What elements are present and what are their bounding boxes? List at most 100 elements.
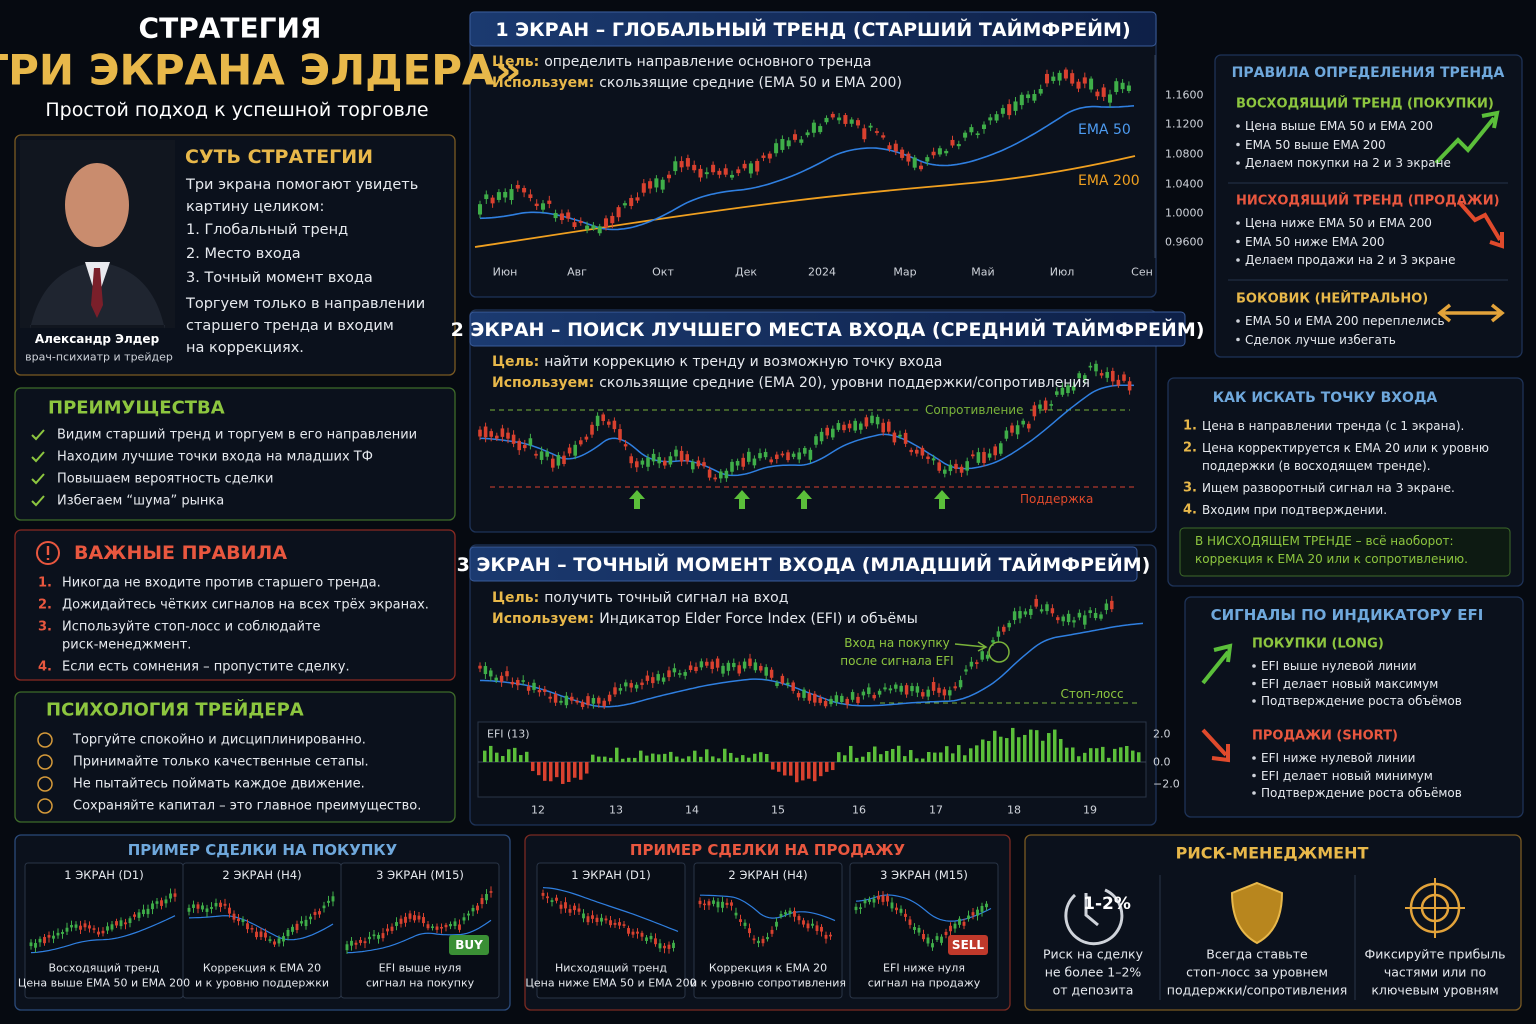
candle-body (797, 916, 801, 921)
candle-body (1063, 69, 1068, 79)
rule-text-part: риск-менеджмент. (62, 637, 192, 653)
candle-body (802, 689, 806, 698)
candle-body (705, 661, 709, 666)
efi-bar (1029, 729, 1033, 762)
candle-body (815, 925, 819, 932)
candle-body (753, 662, 758, 671)
efi-bar (879, 754, 883, 762)
candle-body (872, 898, 876, 903)
risk-icon-label-part: 1-2% (1083, 894, 1131, 914)
candle-body (597, 697, 601, 704)
candle-body (663, 460, 667, 466)
trend-rules-box (1214, 54, 1523, 358)
title-line1-part: СТРАТЕГИЯ (138, 11, 322, 45)
candle-body (631, 931, 635, 935)
legend-ema200-part: EMA 200 (1078, 173, 1140, 189)
essence-line-part: Три экрана помогают увидеть (186, 177, 419, 193)
bullet (1252, 773, 1256, 778)
goal-part: Цель: (492, 54, 540, 70)
panel-caption-part: EFI ниже нуля (883, 961, 965, 975)
candle-body (550, 900, 554, 902)
advantage-item: Находим лучшие точки входа на младших ТФ (57, 450, 373, 465)
candle-body (640, 682, 644, 686)
efi-bar (615, 747, 619, 762)
screen-title-part: 3 ЭКРАН – ТОЧНЫЙ МОМЕНТ ВХОДА (МЛАДШИЙ Т… (456, 554, 1151, 576)
rules-box (14, 529, 456, 681)
stop-loss-label-part: Стоп-лосс (1060, 687, 1124, 701)
trend-item-part: Цена ниже EMA 50 и EMA 200 (1245, 216, 1432, 230)
candle-body (612, 420, 617, 430)
candle-body (528, 438, 533, 446)
candle-body (877, 690, 882, 695)
bullet (1252, 699, 1256, 703)
trend-item-part: EMA 50 ниже EMA 200 (1245, 234, 1385, 249)
y-tick-label-part: 0.9600 (1165, 235, 1204, 249)
candle-body (453, 921, 457, 926)
bullet (1236, 319, 1240, 323)
efi-label-part: EFI (13) (487, 727, 530, 741)
candle-body (996, 631, 1001, 637)
candle-body (1107, 94, 1113, 103)
rules-heading-part: ВАЖНЫЕ ПРАВИЛА (74, 542, 288, 564)
candle-body (807, 693, 812, 701)
candle-body (1110, 600, 1114, 610)
candle-body (845, 698, 849, 705)
candle-body (824, 934, 828, 939)
candle-body (806, 923, 810, 929)
efi-item: EFI выше нулевой линии (1261, 659, 1417, 673)
candle-body (1066, 613, 1071, 623)
candle-body (1019, 94, 1024, 106)
efi-bar (609, 757, 613, 762)
candle-body (83, 923, 87, 928)
candle-body (553, 694, 558, 703)
goal: Цель: получить точный сигнал на вход (492, 590, 788, 606)
candle-body (779, 913, 783, 917)
essence-line: 3. Точный момент входа (186, 270, 373, 286)
candle-body (926, 456, 930, 459)
efi-item: EFI ниже нулевой линии (1261, 751, 1415, 765)
efi-bar (1077, 756, 1081, 762)
candle-body (553, 212, 558, 219)
x-tick-label-part: 14 (685, 803, 699, 817)
candle-body (562, 455, 566, 465)
candle-body (228, 907, 231, 914)
candle-body (679, 450, 684, 462)
risk-text: стоп-лосс за уровнем (1186, 965, 1328, 980)
entry-number-part: 3. (1183, 480, 1197, 496)
candle-body (892, 432, 897, 443)
risk-heading: РИСК-МЕНЕДЖМЕНТ (1176, 844, 1369, 863)
efi-group-heading: ПОКУПКИ (LONG) (1252, 637, 1384, 652)
candle-body (555, 897, 558, 901)
candle-body (980, 905, 984, 912)
candle-body (918, 165, 924, 170)
candle-body (640, 932, 644, 937)
candle-body (726, 662, 731, 671)
candle-body (547, 200, 552, 204)
candle-body (567, 447, 572, 454)
efi-y-label-part: −2.0 (1153, 777, 1180, 791)
candle-body (761, 938, 765, 944)
candle-body (1077, 612, 1082, 618)
candle-body (956, 144, 961, 147)
candle-body (890, 902, 894, 909)
candle-body (399, 918, 403, 924)
candle-body (607, 694, 612, 702)
entry-text: Цена корректируется к EMA 20 или к уровн… (1202, 441, 1489, 455)
entry-note-part: В НИСХОДЯЩЕМ ТРЕНДЕ – всё наоборот: (1195, 534, 1454, 548)
efi-bar (771, 762, 775, 770)
candle-body (1032, 94, 1037, 101)
efi-bar (483, 750, 487, 762)
candle-body (609, 920, 612, 926)
efi-bar (1053, 729, 1057, 762)
subtitle-part: Простой подход к успешной торговле (45, 99, 429, 121)
candle-body (752, 458, 757, 466)
efi-item: Подтверждение роста объёмов (1261, 694, 1462, 708)
candle-body (850, 692, 855, 700)
essence-line-part: картину целиком: (186, 199, 325, 215)
candle-body (808, 449, 813, 460)
candle-body (877, 895, 880, 900)
x-tick-label-part: 19 (1083, 803, 1097, 817)
panel-caption: Коррекция к EMA 20 (203, 962, 321, 975)
efi-bar (1071, 747, 1075, 762)
ema-line (480, 622, 1144, 708)
